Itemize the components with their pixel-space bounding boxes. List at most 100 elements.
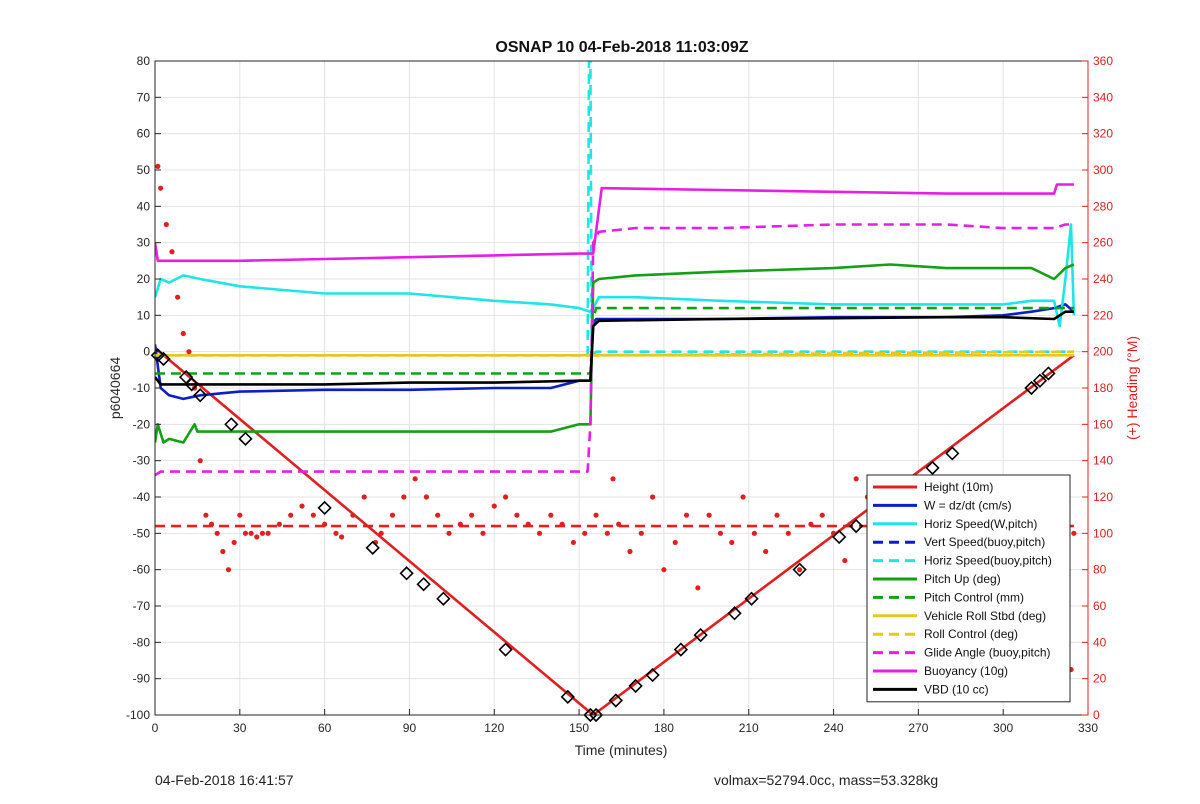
y2-tick-label: 340 [1093, 90, 1113, 104]
x-tick-label: 60 [318, 721, 332, 735]
legend-label: Pitch Control (mm) [924, 590, 1024, 604]
heading-point [175, 294, 181, 300]
heading-point [333, 530, 339, 536]
heading-point [412, 476, 418, 482]
y2-tick-label: 60 [1093, 599, 1107, 613]
y-tick-label: 50 [137, 163, 151, 177]
series-pitch-up-deg [155, 263, 1075, 444]
height-marker [945, 446, 960, 461]
legend-label: Horiz Speed(W,pitch) [924, 517, 1037, 531]
heading-point [610, 476, 616, 482]
heading-point [638, 530, 644, 536]
y-axis-left: -100-90-80-70-60-50-40-30-20-10010203040… [126, 54, 161, 722]
heading-point [785, 530, 791, 536]
y2-axis-label: (+) Heading (°M) [1124, 336, 1140, 440]
chart-title: OSNAP 10 04-Feb-2018 11:03:09Z [495, 39, 748, 56]
y-tick-label: 0 [143, 345, 150, 359]
heading-point [514, 512, 520, 518]
height-marker [193, 388, 208, 403]
heading-point [469, 512, 475, 518]
heading-point [582, 530, 588, 536]
heading-point [197, 458, 203, 464]
heading-point [339, 534, 345, 540]
x-tick-label: 180 [654, 721, 674, 735]
height-marker [1032, 373, 1048, 388]
height-marker [832, 529, 847, 545]
series-pitch-control-mm [155, 306, 1074, 375]
heading-point [729, 539, 735, 546]
heading-point [740, 494, 746, 500]
heading-point [1071, 530, 1077, 536]
legend-label: Height (10m) [924, 480, 993, 494]
y2-tick-label: 0 [1093, 708, 1100, 722]
height-marker [399, 566, 414, 581]
x-tick-label: 0 [152, 721, 159, 735]
heading-point [276, 521, 282, 527]
series-buoyancy-10g [155, 183, 1074, 263]
heading-point [842, 557, 848, 564]
series-horiz-speed-w-pitch [155, 223, 1076, 328]
marker-layer [150, 348, 1056, 723]
y-tick-label: -80 [133, 635, 151, 649]
heading-point [248, 530, 254, 536]
y-tick-label: -90 [133, 672, 151, 686]
y-tick-label: -50 [133, 526, 151, 540]
height-marker [416, 577, 431, 592]
height-marker [693, 627, 708, 643]
legend-label: Glide Angle (buoy,pitch) [924, 646, 1051, 660]
heading-point [265, 530, 271, 536]
heading-point [225, 567, 232, 573]
heading-point [672, 539, 678, 546]
heading-point [446, 530, 452, 536]
x-tick-label: 210 [739, 721, 759, 735]
series-glide-angle-buoy-pitch [155, 223, 1074, 477]
y-tick-label: 60 [137, 127, 151, 141]
y2-tick-label: 240 [1093, 272, 1113, 286]
heading-point [180, 330, 186, 337]
y-tick-label: 40 [137, 199, 151, 213]
y-tick-label: 20 [137, 272, 151, 286]
y-tick-label: -70 [133, 599, 151, 613]
x-tick-label: 90 [403, 721, 417, 735]
y2-tick-label: 260 [1093, 236, 1113, 250]
legend-label: VBD (10 cc) [924, 682, 989, 696]
heading-point [169, 249, 175, 255]
height-marker [184, 377, 199, 392]
height-marker [673, 642, 689, 657]
height-marker [792, 562, 807, 577]
height-marker [608, 693, 623, 708]
y2-tick-label: 360 [1093, 54, 1113, 68]
heading-point [491, 503, 497, 509]
y2-tick-label: 20 [1093, 672, 1107, 686]
x-axis-label: Time (minutes) [575, 742, 668, 758]
dive-plot: OSNAP 10 04-Feb-2018 11:03:09Z 0 30 60 90 12… [107, 39, 1140, 758]
x-tick-label: 270 [908, 721, 928, 735]
legend-label: W = dz/dt (cm/s) [924, 498, 1012, 512]
height-marker [925, 460, 940, 476]
y2-tick-label: 120 [1093, 490, 1113, 504]
heading-point [763, 548, 769, 555]
height-marker [628, 678, 643, 694]
height-marker [365, 540, 380, 555]
x-tick-label: 240 [824, 721, 844, 735]
heading-point [158, 185, 164, 191]
heading-point [389, 512, 396, 518]
chart-legend: Height (10m) W = dz/dt (cm/s) Horiz Speed(… [866, 474, 1071, 703]
y2-tick-label: 180 [1093, 381, 1113, 395]
x-tick-label: 30 [233, 721, 247, 735]
heading-point [853, 476, 859, 482]
heading-point [310, 512, 316, 518]
heading-point [401, 494, 407, 500]
y2-tick-label: 280 [1093, 199, 1113, 213]
height-marker [727, 606, 742, 621]
x-tick-label: 150 [569, 721, 589, 735]
heading-point [536, 530, 543, 536]
heading-point [163, 221, 169, 228]
heading-point [242, 530, 249, 536]
heading-point [231, 539, 237, 546]
y-tick-label: 30 [137, 236, 151, 250]
heading-point [186, 349, 192, 355]
x-tick-label: 300 [993, 721, 1013, 735]
height-marker [583, 707, 598, 723]
height-marker [588, 707, 604, 723]
